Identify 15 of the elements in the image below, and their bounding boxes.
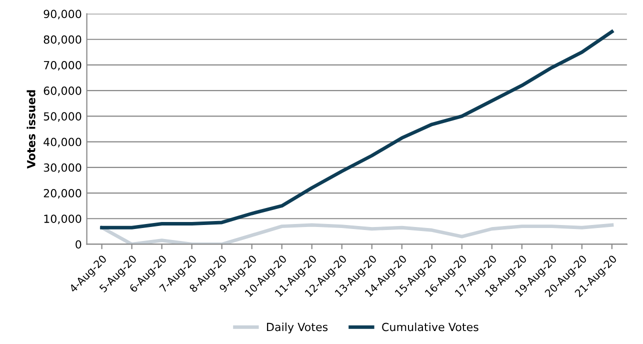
legend-label: Daily Votes	[267, 322, 328, 334]
y-tick-label: 50,000	[44, 112, 82, 122]
y-tick-label: 10,000	[44, 214, 82, 224]
y-tick-label: 30,000	[44, 163, 82, 173]
line-series	[100, 223, 614, 244]
y-tick-label: 40,000	[44, 138, 82, 148]
line-series	[100, 30, 614, 230]
y-tick-label: 90,000	[44, 10, 82, 20]
y-tick-label: 70,000	[44, 60, 82, 70]
y-axis-title: Votes issued	[26, 90, 36, 169]
y-tick-label: 0	[76, 240, 82, 249]
y-tick-label: 20,000	[44, 188, 82, 199]
y-tick-label: 80,000	[44, 35, 82, 45]
legend-label: Cumulative Votes	[382, 322, 478, 332]
y-tick-label: 60,000	[44, 86, 82, 96]
